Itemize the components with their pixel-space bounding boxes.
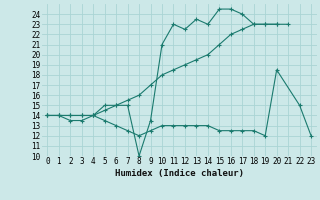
X-axis label: Humidex (Indice chaleur): Humidex (Indice chaleur) — [115, 169, 244, 178]
